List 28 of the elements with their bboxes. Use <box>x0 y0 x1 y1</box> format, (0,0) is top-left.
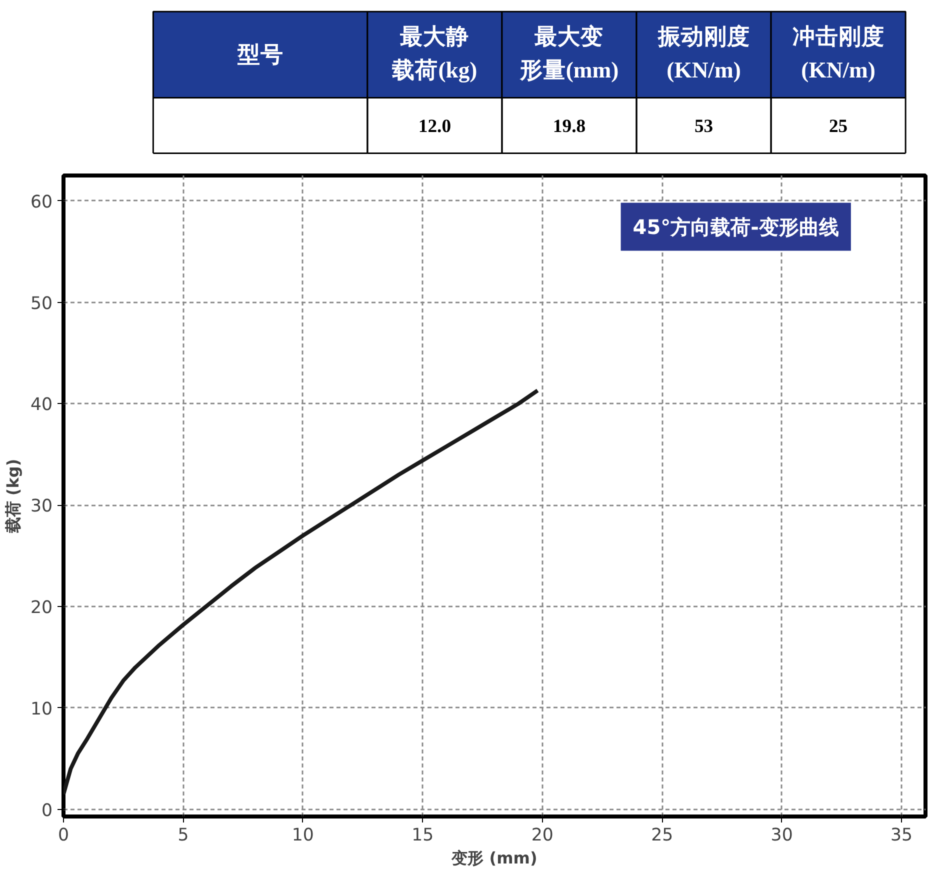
x-tick-label: 5 <box>178 826 189 846</box>
y-tick-label: 20 <box>30 598 53 618</box>
x-tick-label: 30 <box>770 826 793 846</box>
x-tick-label: 35 <box>890 826 913 846</box>
x-axis-title: 变形 (mm) <box>450 848 538 868</box>
category-label: 型号 <box>236 42 284 68</box>
y-tick-label: 50 <box>30 294 53 314</box>
y-tick-label: 60 <box>30 192 53 212</box>
y-axis-title: 载荷 (kg) <box>3 458 22 534</box>
category-label: 冲击刚度(KN/m) <box>792 22 884 83</box>
category-label: 最大静载荷(kg) <box>391 24 478 83</box>
text: 12.0 <box>418 116 452 137</box>
text: 25 <box>828 116 848 137</box>
category-label: 振动刚度(KN/m) <box>656 22 750 83</box>
x-tick-label: 25 <box>651 826 674 846</box>
category-label: 最大变形量(mm) <box>518 22 619 83</box>
x-tick-label: 15 <box>412 826 434 846</box>
y-tick-label: 10 <box>30 699 53 720</box>
text: 19.8 <box>552 116 586 137</box>
y-tick-label: 40 <box>30 395 53 416</box>
y-tick-label: 0 <box>41 800 53 821</box>
x-tick-label: 20 <box>531 826 554 846</box>
text: 53 <box>694 116 714 137</box>
line-series <box>64 388 540 796</box>
y-tick-label: 30 <box>30 496 53 517</box>
x-tick-label: 0 <box>58 826 70 846</box>
text: 45°方向载荷-变形曲线 <box>632 214 839 239</box>
x-tick-label: 10 <box>292 826 314 846</box>
